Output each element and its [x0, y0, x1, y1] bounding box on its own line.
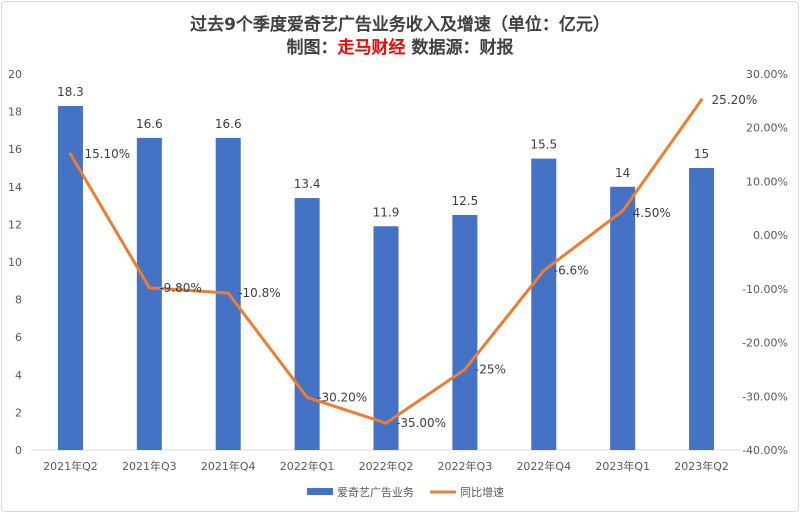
x-tick-label: 2022年Q1: [280, 459, 335, 473]
line-data-label: -25%: [475, 362, 506, 376]
x-tick-label: 2023年Q2: [674, 459, 729, 473]
bar: [57, 105, 83, 451]
legend-bar-label: 爱奇艺广告业务: [337, 486, 414, 499]
line-point: [226, 291, 230, 295]
line-point: [463, 367, 467, 371]
y-left-tick-label: 6: [15, 331, 22, 344]
line-data-label: 4.50%: [633, 206, 671, 220]
x-tick-label: 2021年Q4: [201, 459, 256, 473]
bar-data-label: 16.6: [215, 117, 242, 131]
bar: [452, 215, 478, 450]
y-left-tick-label: 12: [8, 218, 22, 231]
y-left-tick-label: 10: [8, 256, 22, 269]
x-tick-label: 2023年Q1: [595, 459, 650, 473]
x-tick-label: 2022年Q3: [438, 459, 493, 473]
y-right-tick-label: -10.00%: [742, 283, 788, 296]
y-right-tick-label: 20.00%: [746, 122, 788, 135]
y-right-tick-label: -40.00%: [742, 444, 788, 457]
y-left-tick-label: 2: [15, 406, 22, 419]
line-data-label: -9.80%: [159, 281, 201, 295]
bar: [689, 168, 715, 450]
line-data-label: -6.6%: [554, 264, 589, 278]
y-left-tick-label: 18: [8, 106, 22, 119]
bar-data-label: 18.3: [57, 85, 84, 99]
x-tick-label: 2022年Q4: [516, 459, 571, 473]
y-left-tick-label: 14: [8, 181, 22, 194]
y-left-tick-label: 0: [15, 444, 22, 457]
line-data-label: -30.20%: [317, 390, 367, 404]
y-left-tick-label: 8: [15, 294, 22, 307]
chart-title: 过去9个季度爱奇艺广告业务收入及增速（单位：亿元）: [190, 15, 610, 35]
line-point: [542, 269, 546, 273]
legend-bar-swatch: [307, 488, 333, 495]
y-right-tick-label: -20.00%: [742, 337, 788, 350]
bar-data-label: 11.9: [373, 205, 400, 219]
line-point: [621, 209, 625, 213]
bar-data-label: 13.4: [294, 177, 321, 191]
subtitle-suffix: 数据源：财报: [405, 38, 514, 58]
line-point: [147, 286, 151, 290]
line-data-label: -10.8%: [238, 286, 280, 300]
y-right-tick-label: -30.00%: [742, 390, 788, 403]
line-data-label: 15.10%: [84, 147, 130, 161]
bar-data-label: 12.5: [452, 194, 479, 208]
y-left-tick-label: 4: [15, 369, 22, 382]
y-right-tick-label: 10.00%: [746, 175, 788, 188]
bar-data-label: 15: [694, 147, 709, 161]
x-tick-label: 2021年Q3: [122, 459, 177, 473]
subtitle-prefix: 制图：: [286, 38, 338, 58]
bar: [610, 186, 636, 451]
bar-data-label: 16.6: [136, 117, 163, 131]
bar-data-label: 14: [615, 166, 630, 180]
line-point: [305, 395, 309, 399]
line-point: [384, 421, 388, 425]
subtitle-source-name: 走马财经: [337, 38, 406, 58]
y-left-tick-label: 16: [8, 143, 22, 156]
bar: [531, 158, 557, 450]
line-point: [68, 152, 72, 156]
x-tick-label: 2021年Q2: [43, 459, 98, 473]
bar-data-label: 15.5: [530, 138, 557, 152]
bar: [136, 137, 162, 451]
bar: [294, 198, 320, 450]
bar: [373, 226, 399, 450]
line-point: [700, 98, 704, 102]
y-left-tick-label: 20: [8, 68, 22, 81]
y-right-tick-label: 30.00%: [746, 68, 788, 81]
legend-line-label: 同比增速: [460, 485, 504, 499]
line-data-label: 25.20%: [712, 93, 758, 107]
chart-subtitle: 制图：走马财经 数据源：财报: [0, 33, 800, 58]
line-data-label: -35.00%: [396, 416, 446, 430]
x-tick-label: 2022年Q2: [359, 459, 414, 473]
y-right-tick-label: 0.00%: [753, 229, 788, 242]
